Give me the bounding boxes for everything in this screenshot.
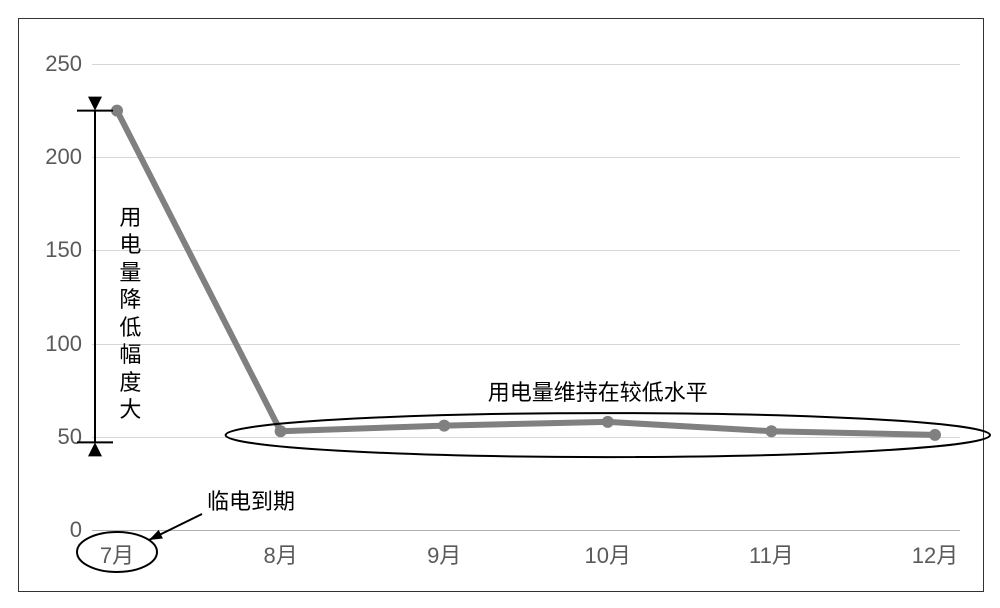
x-tick-label: 10月 xyxy=(585,530,631,570)
plot-area: 0501001502002507月8月9月10月11月12月 xyxy=(92,64,960,530)
gridline xyxy=(92,344,960,345)
y-tick-label: 150 xyxy=(45,237,92,263)
gridline xyxy=(92,250,960,251)
x-tick-label: 8月 xyxy=(263,530,297,570)
gridline xyxy=(92,64,960,65)
gridline xyxy=(92,157,960,158)
x-tick-label: 7月 xyxy=(100,530,134,570)
y-tick-label: 250 xyxy=(45,51,92,77)
y-tick-label: 200 xyxy=(45,144,92,170)
annotation-low-level: 用电量维持在较低水平 xyxy=(488,379,708,407)
y-tick-label: 50 xyxy=(58,424,92,450)
annotation-large-drop: 用电量降低幅度大 xyxy=(115,204,146,418)
y-tick-label: 0 xyxy=(70,517,92,543)
x-tick-label: 12月 xyxy=(912,530,958,570)
chart-container: 0501001502002507月8月9月10月11月12月 用电量降低幅度大用… xyxy=(0,0,1000,608)
gridline xyxy=(92,437,960,438)
y-tick-label: 100 xyxy=(45,331,92,357)
annotation-expiry: 临电到期 xyxy=(207,488,295,516)
x-tick-label: 11月 xyxy=(749,530,794,570)
x-tick-label: 9月 xyxy=(427,530,461,570)
gridline xyxy=(92,530,960,531)
